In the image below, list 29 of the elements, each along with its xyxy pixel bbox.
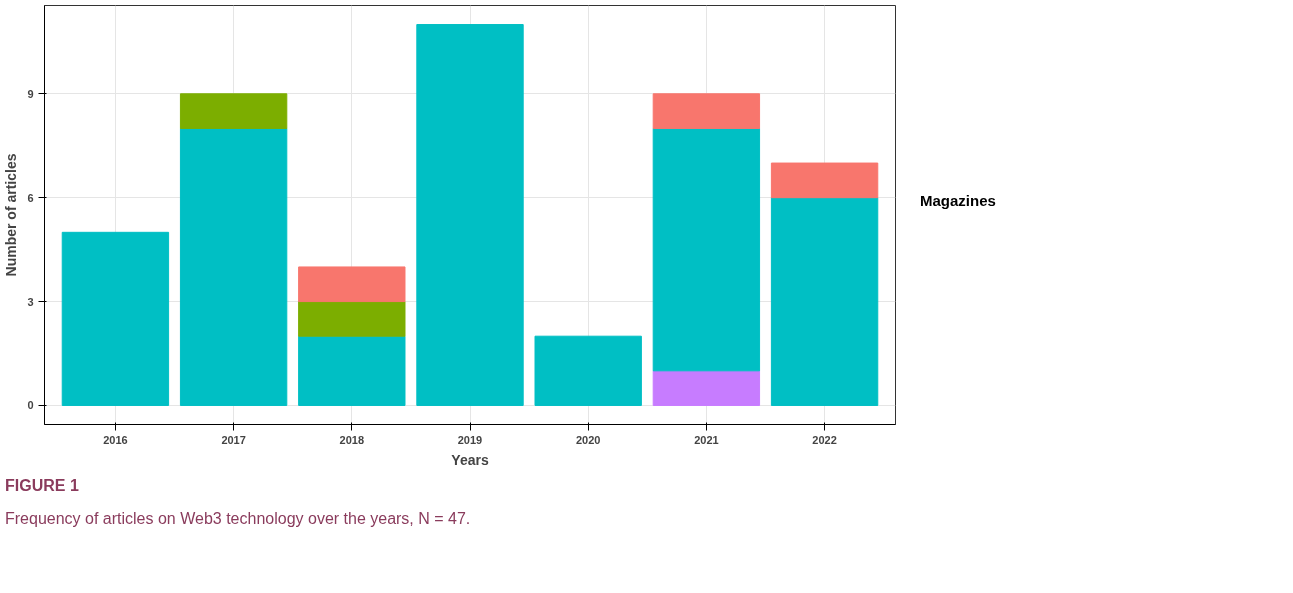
bar: [652, 370, 761, 406]
y-tick-label: 0: [27, 399, 34, 412]
x-tick-label: 2021: [694, 433, 719, 446]
y-tick-label: 9: [27, 87, 34, 100]
bar: [298, 301, 406, 337]
y-axis-title: Number of articles: [3, 153, 20, 277]
x-tick-label: 2017: [221, 433, 246, 446]
legend-title: Magazines: [920, 191, 996, 211]
caption: FIGURE 1: [5, 476, 79, 496]
text: Frequency of articles on Web3 technology over the years, N = 47.: [5, 508, 471, 529]
bar: [416, 24, 524, 406]
x-axis-title: Years: [451, 451, 489, 468]
x-tick-label: 2018: [339, 433, 365, 446]
bar: [298, 266, 406, 303]
x-tick-label: 2019: [457, 433, 483, 446]
x-tick-label: 2022: [812, 433, 837, 446]
bar: [652, 93, 761, 129]
y-tick-label: 3: [27, 295, 34, 308]
bar: [179, 93, 288, 129]
bar: [179, 127, 288, 406]
bar: [770, 197, 879, 406]
bar: [61, 231, 170, 406]
bar: [652, 127, 761, 372]
x-tick-label: 2016: [103, 433, 128, 446]
bar: [298, 335, 406, 406]
bar: [770, 162, 879, 199]
x-tick-label: 2020: [575, 433, 601, 446]
y-tick-label: 6: [27, 191, 34, 204]
bar: [534, 335, 642, 406]
